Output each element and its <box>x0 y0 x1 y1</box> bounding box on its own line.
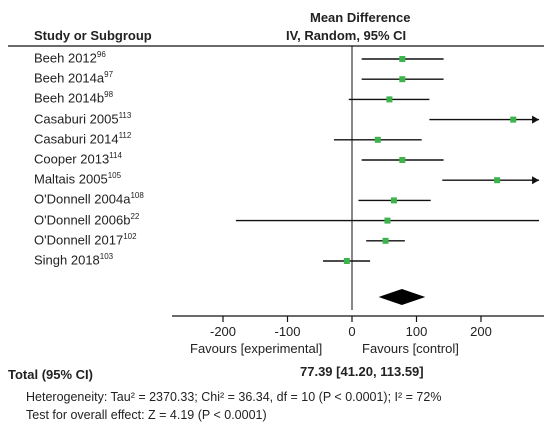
pooled-diamond <box>378 289 426 305</box>
effect-title: Mean Difference <box>310 10 411 25</box>
heterogeneity-text: Heterogeneity: Tau² = 2370.33; Chi² = 36… <box>26 390 442 404</box>
point-estimate <box>494 177 501 184</box>
study-name: O'Donnell 2017 <box>34 232 124 248</box>
total-estimate: 77.39 [41.20, 113.59] <box>300 364 424 379</box>
study-label: Beeh 2014b98 <box>34 90 113 105</box>
study-label: Cooper 2013114 <box>34 151 122 166</box>
effect-method: IV, Random, 95% CI <box>286 28 407 43</box>
study-label: O'Donnell 2017102 <box>34 232 137 247</box>
study-label: Casaburi 2014112 <box>34 131 131 146</box>
study-name: Cooper 2013 <box>34 151 110 167</box>
ci-arrow <box>532 115 540 124</box>
x-tick-label: 0 <box>348 324 355 339</box>
point-estimate <box>386 96 393 103</box>
study-label: Beeh 2014a97 <box>34 70 113 85</box>
study-reference: 103 <box>99 252 114 261</box>
study-reference: 108 <box>130 191 144 201</box>
study-name: O'Donnell 2004a <box>34 191 131 207</box>
x-tick-label: 200 <box>470 324 492 339</box>
point-estimate <box>384 217 391 224</box>
x-tick-label: -100 <box>274 324 300 339</box>
study-reference: 113 <box>118 110 132 120</box>
study-label: O'Donnell 2006b22 <box>34 212 139 227</box>
point-estimate <box>399 76 406 83</box>
study-reference: 96 <box>96 50 106 59</box>
total-label: Total (95% CI) <box>8 367 93 382</box>
x-tick-label: -200 <box>210 324 236 339</box>
study-reference: 22 <box>130 211 140 221</box>
ci-arrow <box>532 176 540 185</box>
study-name: Casaburi 2014 <box>34 131 119 147</box>
study-label: Singh 2018103 <box>34 252 113 267</box>
study-label: Casaburi 2005113 <box>34 111 131 126</box>
point-estimate <box>510 116 517 123</box>
study-column-header: Study or Subgroup <box>34 28 152 43</box>
study-name: O'Donnell 2006b <box>34 211 131 227</box>
study-label: O'Donnell 2004a108 <box>34 191 144 206</box>
point-estimate <box>390 197 397 204</box>
study-reference: 105 <box>107 171 122 181</box>
study-name: Beeh 2014a <box>34 70 105 86</box>
point-estimate <box>343 258 350 264</box>
favours-left-label: Favours [experimental] <box>190 341 323 356</box>
study-reference: 97 <box>104 70 114 80</box>
point-estimate <box>382 237 389 244</box>
study-label: Beeh 201296 <box>34 50 106 65</box>
study-name: Maltais 2005 <box>34 171 108 187</box>
study-name: Casaburi 2005 <box>34 110 119 126</box>
favours-right-label: Favours [control] <box>362 341 459 356</box>
overall-effect-text: Test for overall effect: Z = 4.19 (P < 0… <box>26 408 267 422</box>
study-reference: 114 <box>109 151 122 160</box>
point-estimate <box>399 56 406 62</box>
study-name: Singh 2018 <box>34 252 100 268</box>
study-reference: 102 <box>123 231 137 241</box>
point-estimate <box>374 136 381 143</box>
point-estimate <box>399 157 406 163</box>
x-tick-label: 100 <box>406 324 428 339</box>
study-name: Beeh 2012 <box>34 50 97 66</box>
study-reference: 98 <box>104 90 114 100</box>
study-name: Beeh 2014b <box>34 90 105 106</box>
study-reference: 112 <box>118 130 132 140</box>
study-label: Maltais 2005105 <box>34 171 121 186</box>
